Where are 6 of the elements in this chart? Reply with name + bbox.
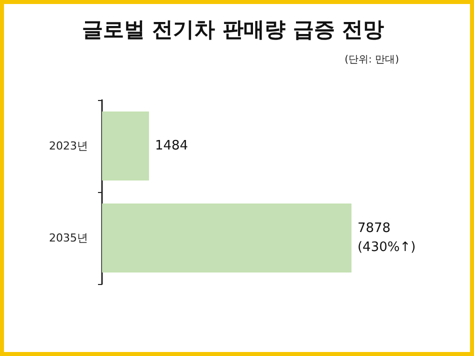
y-tick-label: 2023년 xyxy=(49,140,88,152)
text: (단위: 만대) xyxy=(344,54,400,66)
data-label: 1484 xyxy=(154,138,188,154)
y-tick-label: 2035년 xyxy=(49,232,88,244)
data-label: 7878 (430%↑) xyxy=(357,221,416,255)
chart-title: 글로벌 전기차 판매량 급증 전망 xyxy=(82,18,384,42)
